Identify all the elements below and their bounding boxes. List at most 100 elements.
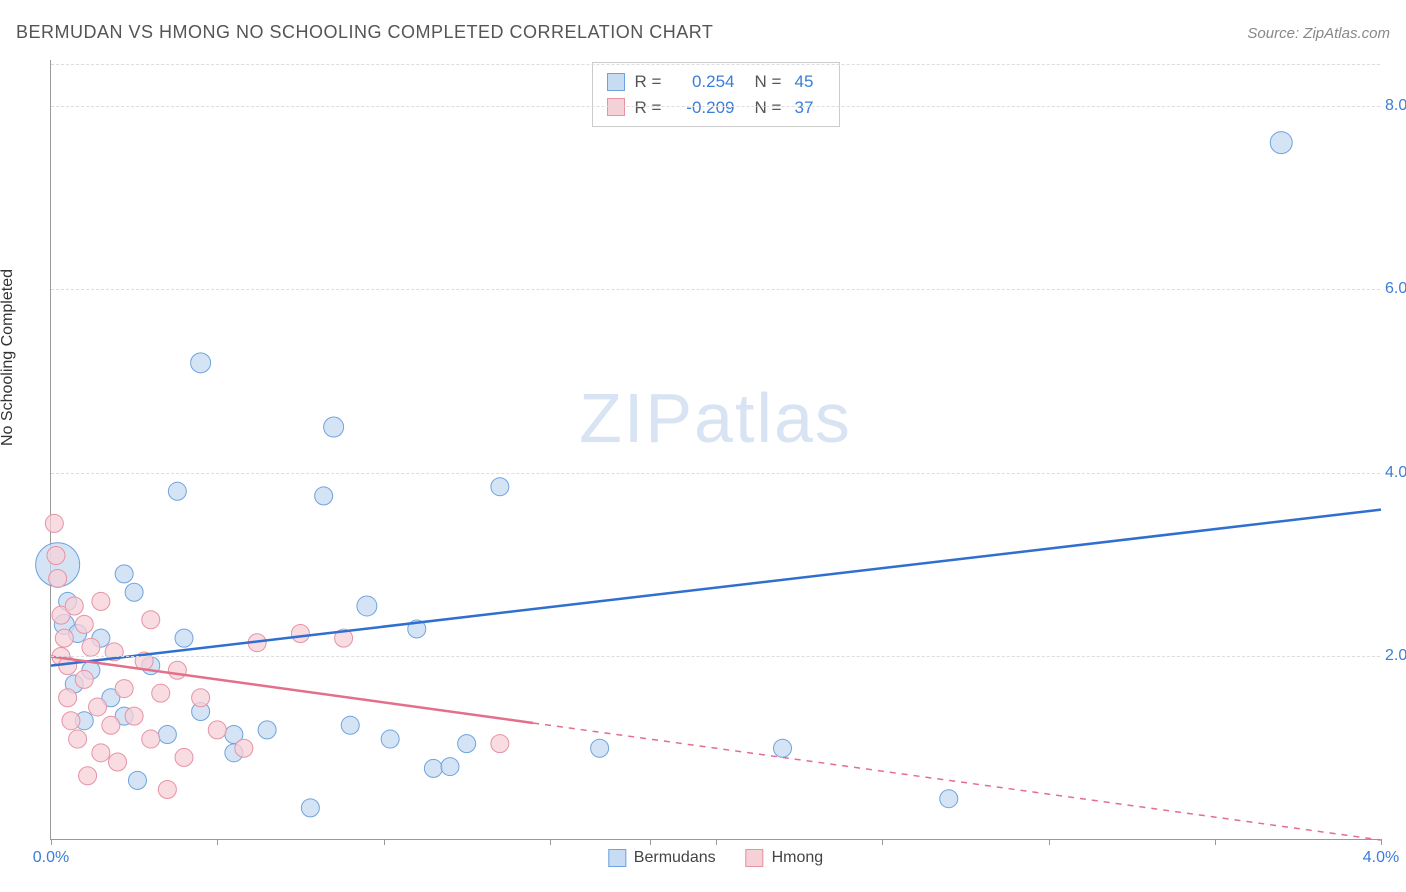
x-tick <box>650 839 651 845</box>
data-point <box>142 730 160 748</box>
data-point <box>89 698 107 716</box>
data-point <box>69 730 87 748</box>
x-tick <box>384 839 385 845</box>
n-value: 37 <box>795 95 825 121</box>
n-label: N = <box>755 69 785 95</box>
data-point <box>235 739 253 757</box>
x-tick <box>217 839 218 845</box>
data-point <box>491 735 509 753</box>
gridline <box>51 289 1380 290</box>
gridline <box>51 473 1380 474</box>
data-point <box>458 735 476 753</box>
x-tick <box>1381 839 1382 845</box>
data-point <box>208 721 226 739</box>
n-label: N = <box>755 95 785 121</box>
correlation-legend: R = 0.254 N = 45 R = -0.209 N = 37 <box>592 62 840 127</box>
data-point <box>79 767 97 785</box>
data-point <box>441 758 459 776</box>
data-point <box>158 725 176 743</box>
data-point <box>341 716 359 734</box>
data-point <box>49 569 67 587</box>
r-value: -0.209 <box>675 95 735 121</box>
data-point <box>75 615 93 633</box>
data-point <box>92 592 110 610</box>
data-point <box>75 670 93 688</box>
legend-label: Hmong <box>772 849 824 867</box>
data-point <box>424 759 442 777</box>
y-axis-label: No Schooling Completed <box>0 269 17 446</box>
data-point <box>109 753 127 771</box>
data-point <box>45 514 63 532</box>
legend-item: Hmong <box>746 849 824 867</box>
data-point <box>591 739 609 757</box>
data-point <box>59 689 77 707</box>
data-point <box>175 629 193 647</box>
data-point <box>65 597 83 615</box>
gridline <box>51 106 1380 107</box>
data-point <box>82 638 100 656</box>
data-point <box>491 478 509 496</box>
data-point <box>324 417 344 437</box>
correlation-row: R = 0.254 N = 45 <box>607 69 825 95</box>
data-point <box>47 547 65 565</box>
chart-svg <box>51 60 1380 839</box>
r-label: R = <box>635 95 665 121</box>
gridline <box>51 656 1380 657</box>
legend-swatch <box>608 849 626 867</box>
legend-label: Bermudans <box>634 849 716 867</box>
y-tick-label: 2.0% <box>1385 647 1406 665</box>
data-point <box>168 482 186 500</box>
source-credit: Source: ZipAtlas.com <box>1247 25 1390 42</box>
x-tick <box>550 839 551 845</box>
data-point <box>102 716 120 734</box>
data-point <box>55 629 73 647</box>
x-tick <box>716 839 717 845</box>
data-point <box>940 790 958 808</box>
n-value: 45 <box>795 69 825 95</box>
x-tick <box>1049 839 1050 845</box>
data-point <box>115 565 133 583</box>
legend-swatch <box>746 849 764 867</box>
y-tick-label: 6.0% <box>1385 280 1406 298</box>
data-point <box>175 748 193 766</box>
y-tick-label: 8.0% <box>1385 97 1406 115</box>
data-point <box>291 625 309 643</box>
data-point <box>125 583 143 601</box>
r-label: R = <box>635 69 665 95</box>
trend-line <box>51 510 1381 666</box>
source-value: ZipAtlas.com <box>1303 25 1390 42</box>
data-point <box>301 799 319 817</box>
x-tick-label: 0.0% <box>33 849 69 867</box>
series-legend: Bermudans Hmong <box>608 849 823 867</box>
chart-title: BERMUDAN VS HMONG NO SCHOOLING COMPLETED… <box>16 22 713 43</box>
data-point <box>357 596 377 616</box>
data-point <box>158 781 176 799</box>
data-point <box>315 487 333 505</box>
data-point <box>192 689 210 707</box>
data-point <box>381 730 399 748</box>
data-point <box>142 611 160 629</box>
legend-swatch <box>607 98 625 116</box>
data-point <box>125 707 143 725</box>
data-point <box>774 739 792 757</box>
plot-area: ZIPatlas R =0.254N =45R =-0.209N =37 Ber… <box>50 60 1380 840</box>
source-label: Source: <box>1247 25 1303 42</box>
title-bar: BERMUDAN VS HMONG NO SCHOOLING COMPLETED… <box>16 22 1390 43</box>
data-point <box>1270 132 1292 154</box>
data-point <box>62 712 80 730</box>
data-point <box>115 680 133 698</box>
data-point <box>152 684 170 702</box>
data-point <box>128 771 146 789</box>
x-tick <box>1215 839 1216 845</box>
y-tick-label: 4.0% <box>1385 464 1406 482</box>
data-point <box>191 353 211 373</box>
data-point <box>92 744 110 762</box>
legend-swatch <box>607 73 625 91</box>
data-point <box>168 661 186 679</box>
gridline <box>51 64 1380 65</box>
x-tick <box>51 839 52 845</box>
x-tick <box>882 839 883 845</box>
data-point <box>258 721 276 739</box>
trend-line-dashed <box>533 723 1381 840</box>
r-value: 0.254 <box>675 69 735 95</box>
